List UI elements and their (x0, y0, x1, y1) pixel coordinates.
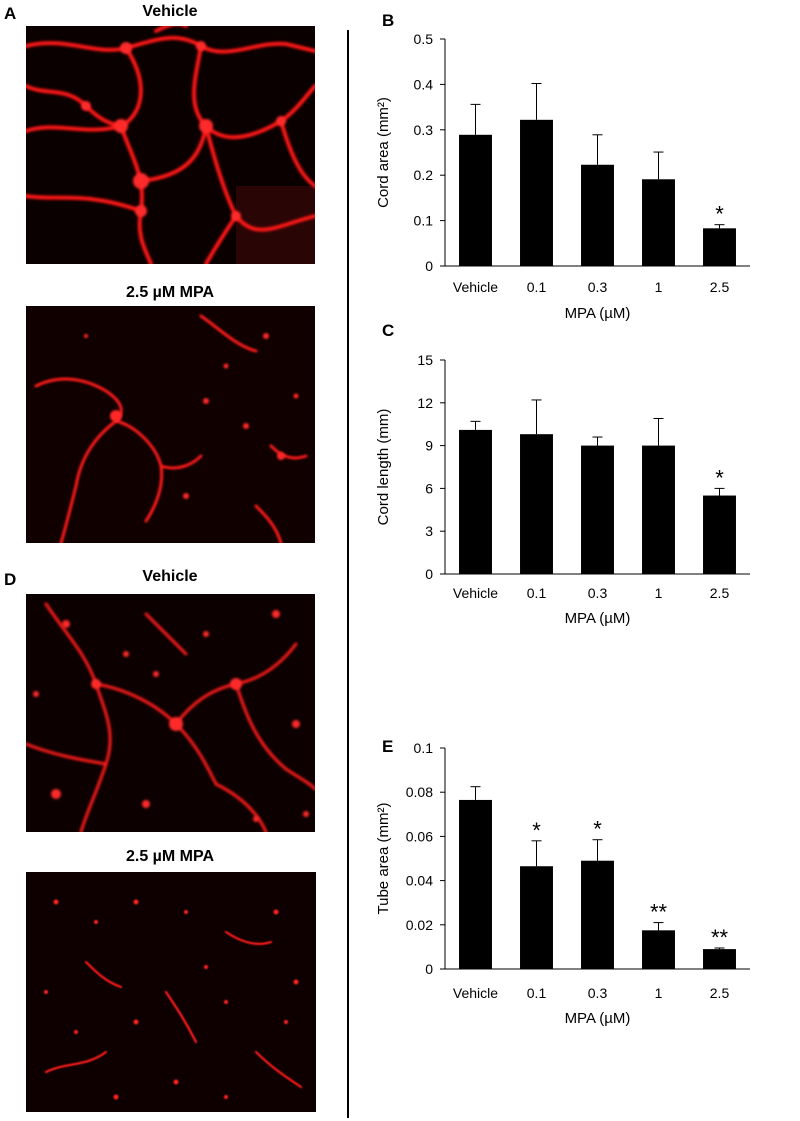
chart-e-y-tick-label: 0.02 (406, 917, 433, 933)
chart-b-category-label: 0.3 (588, 279, 608, 295)
chart-b-letter: B (382, 11, 394, 30)
chart-e-significance-label: ** (711, 925, 729, 950)
panel-a-vehicle-title: Vehicle (142, 3, 198, 20)
chart-c-xlabel: MPA (µM) (565, 610, 631, 627)
chart-b-category-label: 1 (655, 279, 663, 295)
chart-b-bar (581, 164, 614, 266)
micrograph-a-mpa (26, 306, 315, 543)
chart-c-y-tick-label: 6 (425, 480, 433, 496)
chart-c-category-label: 0.3 (588, 585, 608, 601)
chart-e-bar (642, 930, 675, 969)
chart-b-y-tick-label: 0.2 (414, 167, 434, 183)
panel-label-d: D (4, 570, 17, 589)
chart-e-bar (520, 866, 553, 969)
chart-e-bar (459, 799, 492, 969)
chart-c-category-label: 0.1 (527, 585, 547, 601)
chart-e-y-tick-label: 0.08 (406, 784, 433, 800)
chart-c-bar (459, 429, 492, 574)
chart-e-category-label: 1 (655, 985, 663, 1001)
chart-c-category-label: Vehicle (453, 585, 498, 601)
chart-e-category-label: Vehicle (453, 985, 498, 1001)
panel-a-mpa-title: 2.5 µM MPA (125, 284, 215, 301)
chart-e-bar (703, 949, 736, 969)
chart-c-bar (642, 445, 675, 574)
chart-b-category-label: Vehicle (453, 279, 498, 295)
chart-e-significance-label: ** (650, 900, 668, 925)
micrograph-d-mpa (26, 872, 316, 1112)
chart-c-category-label: 2.5 (710, 585, 730, 601)
chart-e-xlabel: MPA (µM) (565, 1010, 631, 1027)
chart-b-category-label: 2.5 (710, 279, 730, 295)
chart-c-bar (703, 495, 736, 574)
chart-b-bar (703, 228, 736, 266)
chart-b-bar (520, 119, 553, 266)
chart-e-category-label: 0.3 (588, 985, 608, 1001)
chart-e-y-tick-label: 0 (425, 961, 433, 977)
chart-c-category-label: 1 (655, 585, 663, 601)
chart-b-cord-area: B Cord area (mm²) MPA (µM) 0 0.1 0.2 0.3 0.4… (375, 11, 750, 322)
chart-c-cord-length: C Cord length (mm) MPA (µM) 0 3 6 9 12 15 Vehi… (375, 321, 750, 627)
chart-e-category-label: 2.5 (710, 985, 730, 1001)
chart-e-ylabel: Tube area (mm²) (375, 803, 392, 915)
chart-b-significance-label: * (715, 202, 724, 227)
chart-e-tube-area: E Tube area (mm²) MPA (µM) 0 0.02 0.04 0.06… (375, 737, 750, 1027)
chart-b-xlabel: MPA (µM) (565, 305, 631, 322)
chart-c-y-tick-label: 3 (425, 523, 433, 539)
chart-c-significance-label: * (715, 465, 724, 490)
chart-c-letter: C (382, 321, 394, 340)
chart-b-ylabel: Cord area (mm²) (375, 97, 392, 208)
panel-d-vehicle-title: Vehicle (142, 568, 198, 585)
chart-e-significance-label: * (532, 818, 541, 843)
chart-c-bar (581, 445, 614, 574)
chart-b-y-tick-label: 0 (425, 258, 433, 274)
chart-b-y-tick-label: 0.1 (414, 213, 434, 229)
chart-b-y-tick-label: 0.4 (414, 76, 434, 92)
chart-c-y-tick-label: 15 (417, 352, 433, 368)
chart-e-y-tick-label: 0.06 (406, 828, 433, 844)
panel-label-a: A (4, 4, 17, 23)
micrograph-a-vehicle (26, 26, 315, 264)
chart-e-letter: E (382, 737, 393, 756)
micrograph-d-vehicle (26, 594, 315, 832)
chart-b-y-tick-label: 0.5 (414, 31, 434, 47)
chart-e-bar (581, 860, 614, 969)
chart-e-y-tick-label: 0.04 (406, 873, 433, 889)
chart-c-bar (520, 434, 553, 574)
chart-b-bar (642, 179, 675, 266)
panel-d-mpa-title: 2.5 µM MPA (125, 848, 215, 865)
chart-c-y-tick-label: 12 (417, 395, 433, 411)
chart-c-ylabel: Cord length (mm) (375, 409, 392, 526)
chart-e-category-label: 0.1 (527, 985, 547, 1001)
chart-b-y-tick-label: 0.3 (414, 122, 434, 138)
chart-c-y-tick-label: 9 (425, 438, 433, 454)
chart-e-significance-label: * (593, 817, 602, 842)
column-divider (347, 30, 349, 1118)
chart-b-bar (459, 134, 492, 266)
chart-e-y-tick-label: 0.1 (414, 740, 434, 756)
chart-b-category-label: 0.1 (527, 279, 547, 295)
chart-c-y-tick-label: 0 (425, 566, 433, 582)
